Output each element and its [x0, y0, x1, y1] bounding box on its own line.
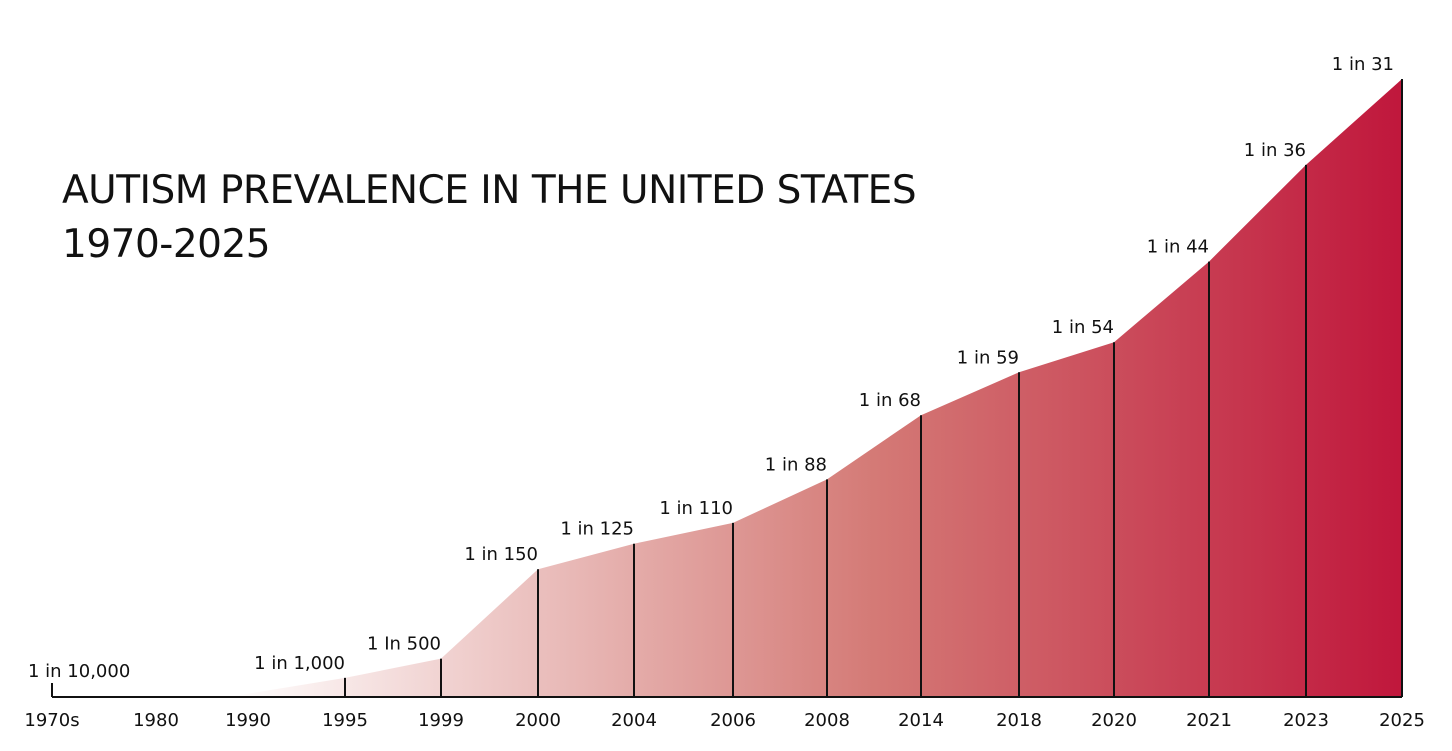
x-tick-label: 2004 — [611, 710, 657, 731]
prevalence-area — [228, 79, 1402, 697]
marker-line-layer — [51, 79, 1403, 697]
chart-title-block: AUTISM PREVALENCE IN THE UNITED STATES 1… — [62, 164, 917, 272]
x-tick-label: 2006 — [710, 710, 756, 731]
x-tick-labels: 1970s 1980 1990 1995 1999 2000 2004 2006 2008 201… — [24, 710, 1425, 731]
area-layer — [228, 79, 1402, 697]
x-tick-label: 2000 — [515, 710, 561, 731]
x-tick-label: 1980 — [133, 710, 179, 731]
x-tick-label: 1995 — [322, 710, 368, 731]
data-label: 1 in 88 — [765, 454, 827, 475]
data-label: 1 in 44 — [1147, 237, 1209, 258]
data-label: 1 in 36 — [1244, 140, 1306, 161]
chart-title: AUTISM PREVALENCE IN THE UNITED STATES — [62, 168, 917, 213]
data-label: 1 in 54 — [1052, 317, 1114, 338]
data-label: 1 in 1,000 — [254, 653, 345, 674]
data-label: 1 in 125 — [560, 519, 634, 540]
x-tick-label: 2025 — [1379, 710, 1425, 731]
chart-subtitle: 1970-2025 — [62, 222, 271, 267]
x-tick-label: 1990 — [225, 710, 271, 731]
data-label: 1 In 500 — [367, 634, 441, 655]
x-tick-label: 2023 — [1283, 710, 1329, 731]
data-label: 1 in 59 — [957, 347, 1019, 368]
data-label: 1 in 31 — [1332, 54, 1394, 75]
x-tick-label: 2018 — [996, 710, 1042, 731]
data-label: 1 in 150 — [464, 544, 538, 565]
data-label: 1 in 68 — [859, 390, 921, 411]
data-labels: 1 in 10,000 1 in 1,000 1 In 500 1 in 150 1 i… — [28, 54, 1394, 682]
data-label: 1 in 110 — [659, 498, 733, 519]
x-tick-label: 1999 — [418, 710, 464, 731]
x-tick-label: 2014 — [898, 710, 944, 731]
x-tick-label: 2008 — [804, 710, 850, 731]
x-tick-label: 2021 — [1186, 710, 1232, 731]
x-tick-label: 2020 — [1091, 710, 1137, 731]
data-label: 1 in 10,000 — [28, 661, 130, 682]
x-tick-label: 1970s — [24, 710, 79, 731]
